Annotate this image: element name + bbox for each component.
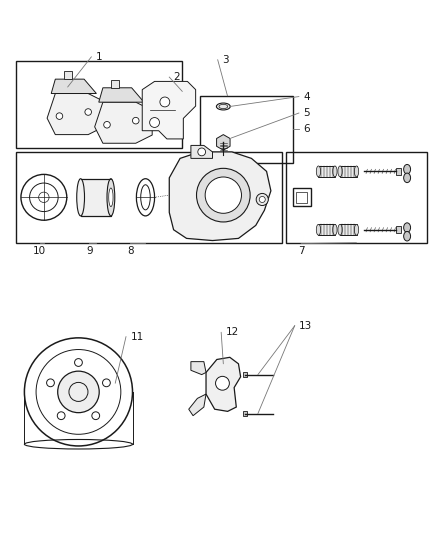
Bar <box>200 96 293 163</box>
Polygon shape <box>95 102 152 143</box>
Ellipse shape <box>404 231 410 241</box>
Bar <box>340 224 357 235</box>
Text: 5: 5 <box>304 108 310 118</box>
Polygon shape <box>206 357 240 411</box>
Ellipse shape <box>107 179 115 216</box>
Circle shape <box>56 113 63 119</box>
Bar <box>318 224 335 235</box>
Text: 6: 6 <box>304 124 310 134</box>
Bar <box>81 179 111 216</box>
Bar <box>340 166 357 177</box>
Polygon shape <box>169 152 271 240</box>
Text: 3: 3 <box>222 55 229 65</box>
Bar <box>16 61 182 148</box>
Text: 11: 11 <box>131 332 144 342</box>
Ellipse shape <box>338 166 342 177</box>
Ellipse shape <box>404 223 410 232</box>
Ellipse shape <box>354 224 359 235</box>
Circle shape <box>160 97 170 107</box>
Circle shape <box>85 109 92 115</box>
Bar <box>243 411 247 416</box>
Circle shape <box>197 168 250 222</box>
Bar <box>296 192 307 203</box>
Ellipse shape <box>109 188 113 207</box>
Text: 10: 10 <box>33 246 46 256</box>
Ellipse shape <box>404 173 410 183</box>
Circle shape <box>104 122 110 128</box>
Ellipse shape <box>333 224 337 235</box>
Ellipse shape <box>333 166 337 177</box>
Polygon shape <box>191 361 206 375</box>
Polygon shape <box>142 82 196 139</box>
Text: 9: 9 <box>86 246 92 256</box>
Bar <box>318 166 335 177</box>
Text: 12: 12 <box>226 327 239 337</box>
Bar <box>293 188 311 206</box>
Ellipse shape <box>316 166 321 177</box>
Ellipse shape <box>77 179 85 216</box>
Ellipse shape <box>216 103 230 110</box>
Text: 4: 4 <box>304 92 310 102</box>
Ellipse shape <box>338 224 342 235</box>
Circle shape <box>58 371 99 413</box>
Polygon shape <box>111 79 119 88</box>
Ellipse shape <box>256 193 268 206</box>
Text: 1: 1 <box>96 52 102 62</box>
Circle shape <box>215 376 230 390</box>
Bar <box>243 372 247 377</box>
Polygon shape <box>189 394 206 416</box>
Circle shape <box>205 177 241 213</box>
Bar <box>396 227 402 233</box>
Circle shape <box>150 118 159 127</box>
Ellipse shape <box>316 224 321 235</box>
Text: 13: 13 <box>299 321 312 331</box>
Ellipse shape <box>404 165 410 174</box>
Polygon shape <box>99 88 144 102</box>
Ellipse shape <box>354 166 359 177</box>
Ellipse shape <box>259 197 265 203</box>
Text: 7: 7 <box>298 246 304 256</box>
Circle shape <box>198 148 205 156</box>
Polygon shape <box>47 93 105 135</box>
Bar <box>396 168 402 175</box>
Text: 2: 2 <box>173 72 180 82</box>
Text: 8: 8 <box>127 246 134 256</box>
Polygon shape <box>64 71 72 79</box>
Circle shape <box>132 117 139 124</box>
Bar <box>286 152 427 243</box>
Bar <box>16 152 282 243</box>
Polygon shape <box>216 135 230 150</box>
Polygon shape <box>191 146 212 158</box>
Polygon shape <box>51 79 96 93</box>
